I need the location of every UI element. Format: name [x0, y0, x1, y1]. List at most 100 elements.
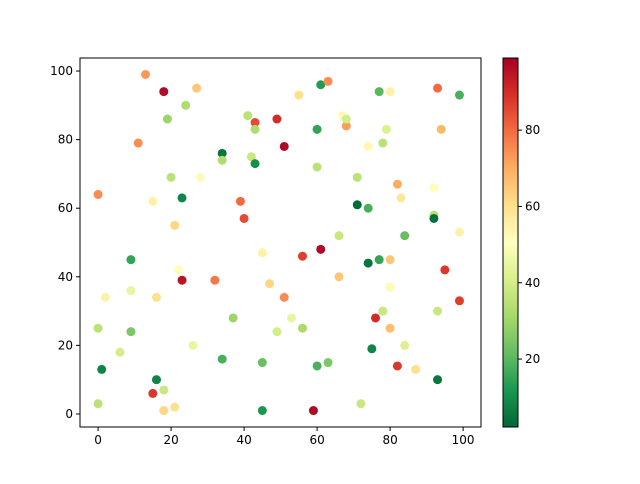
- point: [170, 220, 180, 230]
- point: [363, 258, 373, 268]
- point: [323, 76, 333, 86]
- point: [159, 87, 169, 97]
- point: [115, 347, 125, 357]
- point: [312, 162, 322, 172]
- point: [433, 306, 443, 316]
- point: [297, 323, 307, 333]
- colorbar-tick-label: 80: [525, 123, 540, 137]
- point: [371, 313, 381, 323]
- point: [433, 83, 443, 93]
- point: [316, 80, 326, 90]
- point: [257, 406, 267, 416]
- point: [257, 248, 267, 258]
- point: [133, 138, 143, 148]
- point: [217, 155, 227, 165]
- point: [440, 265, 450, 275]
- point: [93, 399, 103, 409]
- point: [378, 138, 388, 148]
- point: [308, 406, 318, 416]
- y-tick-label: 20: [58, 338, 73, 352]
- point: [400, 340, 410, 350]
- point: [367, 344, 377, 354]
- point: [257, 358, 267, 368]
- point: [374, 255, 384, 265]
- point: [341, 121, 351, 131]
- point: [97, 364, 107, 374]
- point: [272, 327, 282, 337]
- point: [177, 275, 187, 285]
- point: [392, 361, 402, 371]
- point: [159, 385, 169, 395]
- point: [217, 148, 227, 158]
- y-tick-label: 40: [58, 270, 73, 284]
- x-tick-label: 100: [452, 433, 475, 447]
- point: [352, 200, 362, 210]
- x-tick-label: 80: [382, 433, 397, 447]
- point: [93, 323, 103, 333]
- point: [192, 83, 202, 93]
- point: [323, 358, 333, 368]
- point: [151, 292, 161, 302]
- point: [210, 275, 220, 285]
- point: [159, 406, 169, 416]
- y-tick-label: 0: [65, 407, 73, 421]
- point: [195, 172, 205, 182]
- point: [272, 114, 282, 124]
- point: [217, 354, 227, 364]
- point: [396, 193, 406, 203]
- point: [181, 100, 191, 110]
- point: [392, 179, 402, 189]
- point: [385, 87, 395, 97]
- point: [454, 227, 464, 237]
- point: [316, 244, 326, 254]
- point: [429, 213, 439, 223]
- point: [429, 183, 439, 193]
- point: [126, 327, 136, 337]
- point: [312, 124, 322, 134]
- point: [454, 296, 464, 306]
- point: [100, 292, 110, 302]
- point: [454, 90, 464, 100]
- point: [173, 265, 183, 275]
- point: [334, 272, 344, 282]
- point: [385, 255, 395, 265]
- point: [279, 292, 289, 302]
- colorbar: [502, 57, 519, 428]
- colorbar-tick-label: 40: [525, 276, 540, 290]
- point: [381, 124, 391, 134]
- point: [352, 172, 362, 182]
- point: [411, 364, 421, 374]
- point: [374, 87, 384, 97]
- y-tick-label: 100: [50, 64, 73, 78]
- point: [265, 279, 275, 289]
- y-tick-label: 80: [58, 133, 73, 147]
- point: [250, 124, 260, 134]
- point: [239, 213, 249, 223]
- point: [363, 203, 373, 213]
- point: [177, 193, 187, 203]
- point: [341, 114, 351, 124]
- point: [433, 375, 443, 385]
- point: [400, 231, 410, 241]
- plot-frame: [79, 57, 482, 428]
- point: [250, 117, 260, 127]
- point: [126, 255, 136, 265]
- point: [228, 313, 238, 323]
- point: [148, 196, 158, 206]
- point: [170, 402, 180, 412]
- point: [297, 251, 307, 261]
- x-tick-label: 40: [236, 433, 251, 447]
- point: [246, 152, 256, 162]
- point: [151, 375, 161, 385]
- point: [166, 172, 176, 182]
- x-tick-label: 0: [94, 433, 102, 447]
- point: [363, 141, 373, 151]
- point: [385, 323, 395, 333]
- point: [385, 282, 395, 292]
- point: [294, 90, 304, 100]
- point: [436, 124, 446, 134]
- x-tick-label: 60: [309, 433, 324, 447]
- point: [188, 340, 198, 350]
- point: [141, 69, 151, 79]
